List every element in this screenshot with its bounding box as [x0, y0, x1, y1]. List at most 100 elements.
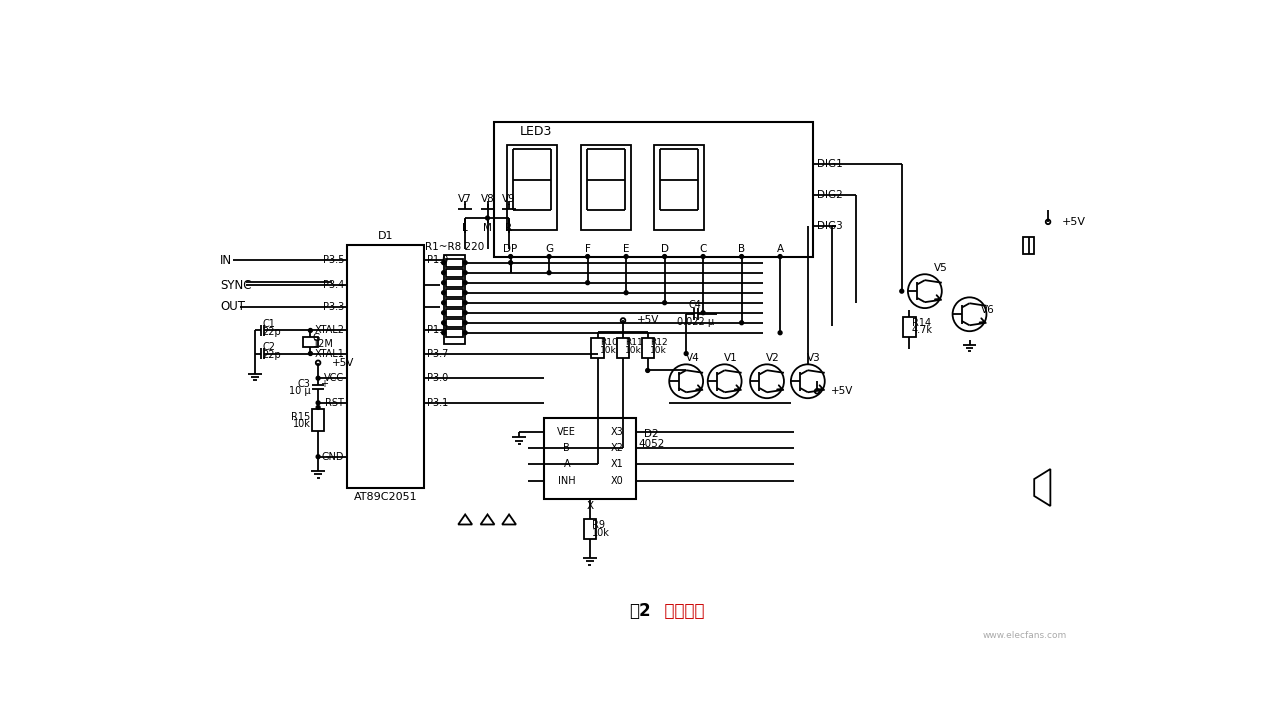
Text: SYNC: SYNC	[221, 279, 251, 292]
Circle shape	[645, 369, 649, 372]
Circle shape	[778, 255, 782, 258]
Text: 10k: 10k	[650, 346, 667, 355]
Polygon shape	[502, 515, 516, 524]
Text: V4: V4	[686, 353, 699, 363]
Circle shape	[441, 331, 445, 335]
Bar	[493, 122, 813, 256]
Text: R14: R14	[912, 318, 931, 327]
Circle shape	[908, 274, 942, 308]
Text: D: D	[660, 244, 668, 254]
Bar	[580, 145, 631, 229]
Circle shape	[708, 364, 742, 398]
Circle shape	[309, 351, 312, 356]
Circle shape	[441, 301, 445, 305]
Text: E: E	[623, 244, 630, 254]
Circle shape	[441, 271, 445, 274]
Text: V7: V7	[458, 194, 472, 204]
Circle shape	[663, 301, 667, 305]
Bar	[446, 279, 463, 287]
Text: 0.022 μ: 0.022 μ	[677, 317, 714, 327]
Text: V5: V5	[935, 263, 947, 273]
Circle shape	[625, 255, 629, 258]
Bar	[446, 319, 463, 327]
Circle shape	[441, 291, 445, 295]
Text: www.elecfans.com: www.elecfans.com	[983, 631, 1067, 640]
Text: C: C	[700, 244, 706, 254]
Text: P1.7: P1.7	[427, 325, 449, 335]
Circle shape	[316, 401, 320, 405]
Circle shape	[778, 331, 782, 335]
Circle shape	[547, 255, 551, 258]
Text: R9: R9	[592, 521, 606, 530]
Circle shape	[790, 364, 825, 398]
Text: INH: INH	[558, 476, 575, 486]
Text: P3.1: P3.1	[427, 398, 449, 408]
Text: XTAL2: XTAL2	[314, 325, 344, 335]
Text: R12: R12	[650, 338, 668, 347]
Bar	[584, 519, 597, 539]
Text: +5V: +5V	[1062, 217, 1086, 227]
Bar	[592, 338, 604, 358]
Circle shape	[701, 255, 705, 258]
Circle shape	[441, 281, 445, 285]
Text: R15: R15	[291, 412, 310, 422]
Circle shape	[463, 261, 467, 264]
Bar	[446, 259, 463, 266]
Text: P3.5: P3.5	[323, 256, 344, 266]
Text: P1.0: P1.0	[427, 256, 449, 266]
Circle shape	[750, 364, 784, 398]
Polygon shape	[458, 515, 472, 524]
Circle shape	[509, 261, 513, 264]
Bar	[446, 309, 463, 317]
Circle shape	[547, 271, 551, 274]
Bar	[506, 145, 557, 229]
Text: +5V: +5V	[831, 386, 853, 396]
Text: RST: RST	[325, 398, 344, 408]
Text: VEE: VEE	[557, 427, 576, 437]
Circle shape	[669, 364, 703, 398]
Text: 电原理图: 电原理图	[653, 602, 704, 620]
Circle shape	[441, 321, 445, 325]
Text: +5V: +5V	[332, 358, 354, 368]
Bar	[1024, 237, 1034, 254]
Text: V8: V8	[481, 194, 495, 204]
Bar	[444, 255, 465, 343]
Text: DIG1: DIG1	[817, 159, 843, 169]
Text: R11: R11	[625, 338, 643, 347]
Text: 22p: 22p	[263, 327, 282, 337]
Text: P3.7: P3.7	[427, 348, 449, 359]
Circle shape	[316, 406, 320, 409]
Text: V9: V9	[502, 194, 516, 204]
Circle shape	[463, 281, 467, 285]
Circle shape	[815, 389, 820, 393]
Text: 10k: 10k	[592, 528, 611, 538]
Bar	[617, 338, 629, 358]
Text: X0: X0	[611, 476, 623, 486]
Text: 10k: 10k	[292, 420, 310, 429]
Text: F: F	[585, 244, 590, 254]
Text: P3.0: P3.0	[427, 373, 449, 383]
Text: G: G	[312, 333, 320, 343]
Circle shape	[952, 298, 987, 331]
Bar	[654, 145, 704, 229]
Text: R: R	[505, 223, 513, 233]
Circle shape	[486, 216, 490, 220]
Text: AT89C2051: AT89C2051	[354, 492, 418, 502]
Circle shape	[463, 321, 467, 325]
Text: X2: X2	[611, 444, 623, 453]
Text: GND: GND	[321, 452, 344, 462]
Circle shape	[463, 271, 467, 274]
Circle shape	[463, 331, 467, 335]
Circle shape	[316, 376, 320, 380]
Text: L: L	[463, 223, 468, 233]
Circle shape	[663, 255, 667, 258]
Circle shape	[316, 361, 320, 365]
Circle shape	[740, 321, 743, 325]
Text: 4.7k: 4.7k	[912, 325, 933, 335]
Text: V1: V1	[724, 353, 738, 363]
Text: OUT: OUT	[221, 300, 245, 313]
Bar	[347, 245, 425, 488]
Circle shape	[441, 261, 445, 264]
Text: R1~R8 220: R1~R8 220	[425, 242, 484, 252]
Bar	[446, 269, 463, 277]
